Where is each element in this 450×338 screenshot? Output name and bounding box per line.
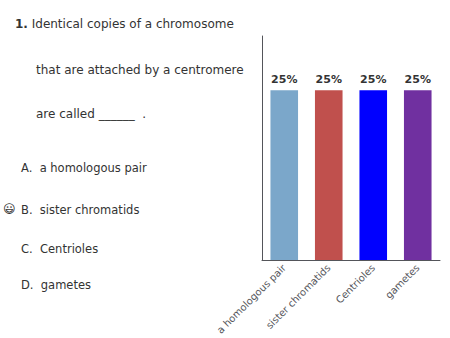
- svg-text:that are attached by a centrom: that are attached by a centromere: [36, 63, 244, 77]
- svg-text:😃: 😃: [3, 202, 16, 216]
- svg-text:C. Centrioles: C. Centrioles: [21, 242, 98, 256]
- svg-text:sister chromatids: sister chromatids: [264, 262, 333, 331]
- svg-text:a homologous pair: a homologous pair: [214, 262, 289, 336]
- svg-text:A. a homologous pair: A. a homologous pair: [21, 161, 147, 175]
- svg-text:D. gametes: D. gametes: [21, 278, 91, 292]
- svg-text:are called ______ .: are called ______ .: [36, 107, 146, 121]
- svg-text:25%: 25%: [360, 73, 386, 86]
- svg-text:1.: 1.: [15, 17, 28, 31]
- svg-text:Centrioles: Centrioles: [334, 262, 377, 305]
- svg-text:25%: 25%: [316, 73, 342, 86]
- svg-text:25%: 25%: [271, 73, 297, 86]
- svg-text:B. sister chromatids: B. sister chromatids: [21, 203, 139, 217]
- svg-text:Identical copies of a chromoso: Identical copies of a chromosome: [28, 17, 234, 31]
- svg-text:25%: 25%: [405, 73, 431, 86]
- svg-text:gametes: gametes: [383, 262, 422, 301]
